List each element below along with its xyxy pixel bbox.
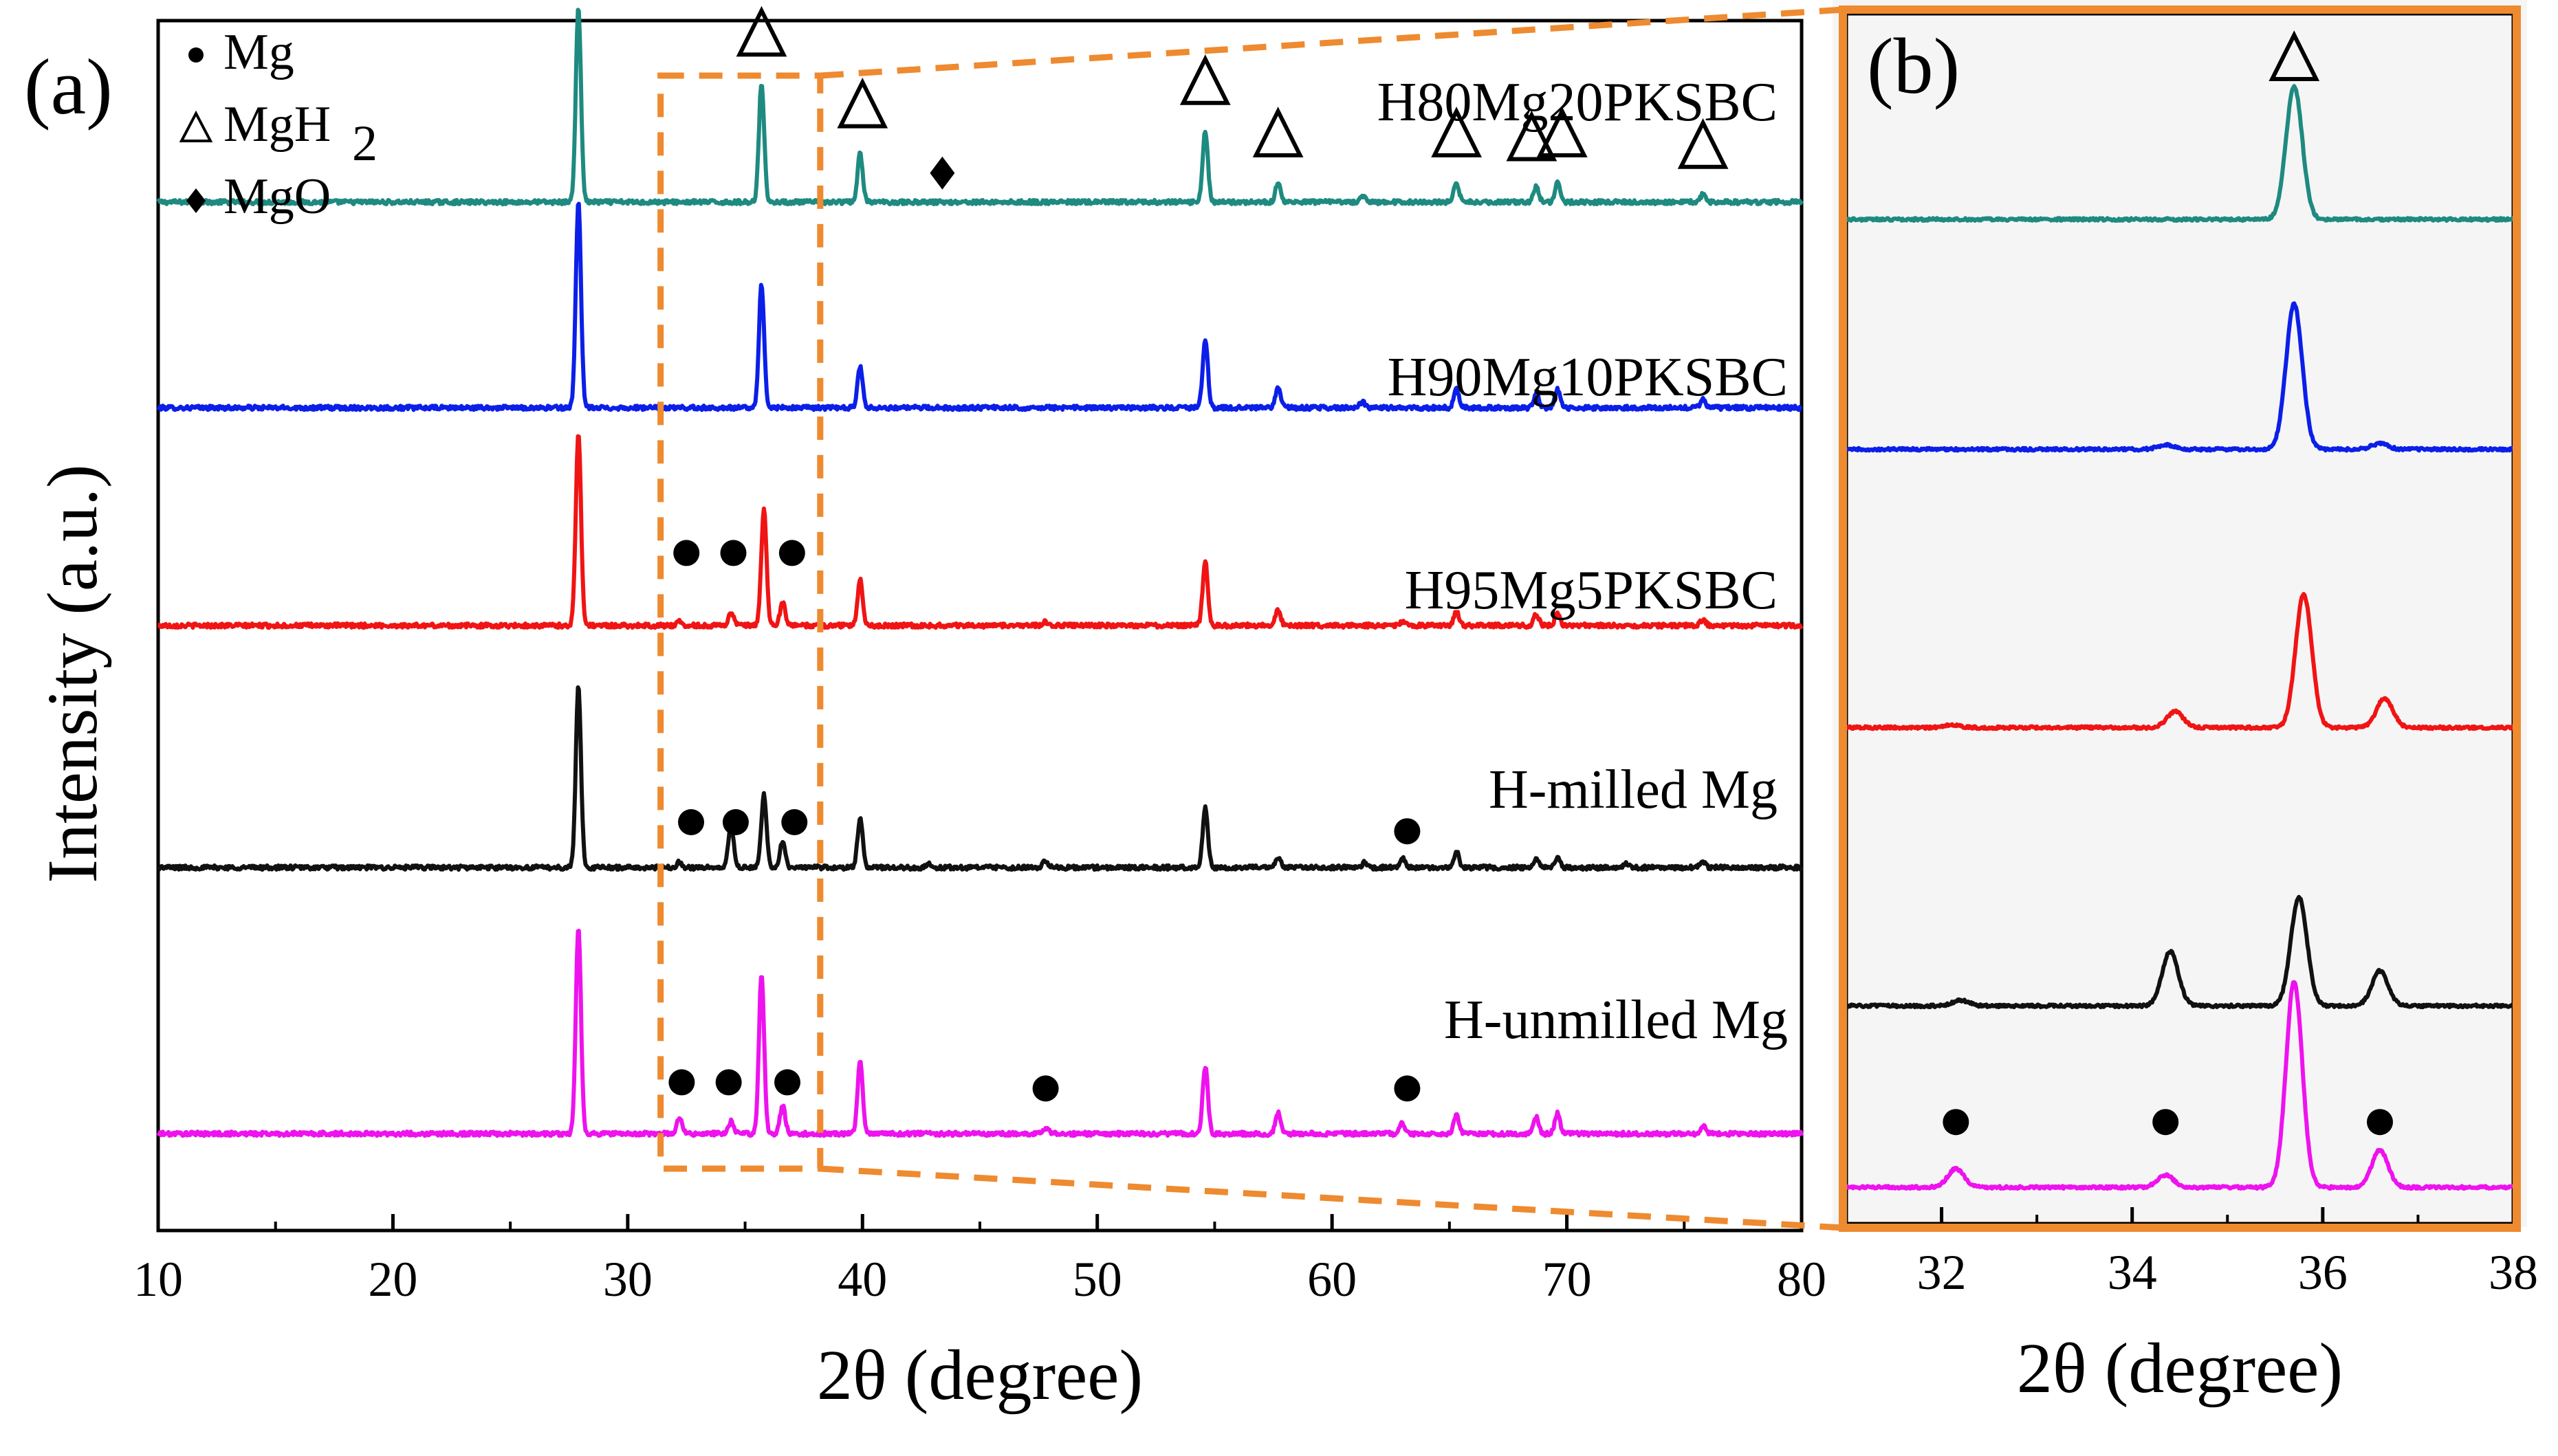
series-label-h80mg20pksbc: H80Mg20PKSBC	[1377, 72, 1778, 133]
peak-marker	[1179, 54, 1231, 105]
legend-item-mgo: MgO	[186, 168, 331, 225]
panel-label-a: (a)	[24, 43, 113, 131]
peak-marker	[2269, 30, 2320, 81]
peak-marker	[673, 540, 700, 566]
peak-marker	[715, 1069, 742, 1096]
peak-marker	[722, 809, 749, 835]
series-line-h90mg10pksbc	[156, 201, 1803, 412]
x-axis-title: 2θ (degree)	[817, 1336, 1143, 1415]
x-tick-label: 32	[1917, 1245, 1967, 1300]
series-line-h-milled-mg	[156, 685, 1804, 872]
zoom-connector-top	[820, 6, 1844, 79]
zoom-connector-lines	[820, 6, 1844, 1231]
peak-marker	[1536, 107, 1588, 157]
peak-marker	[720, 540, 747, 566]
legend-item-mg: Mg	[188, 24, 294, 80]
panel-label-b: (b)	[1867, 23, 1960, 111]
panel-b-background	[1833, 0, 2527, 1227]
x-tick-label: 20	[368, 1252, 417, 1307]
peak-marker	[837, 77, 888, 129]
zoom-series-line-h95mg5pksbc	[1845, 592, 2515, 731]
peak-marker	[1032, 1075, 1059, 1102]
peak-marker	[1677, 118, 1729, 169]
panel-a-chart: 10 20 30 40 50 60 70 80 2θ (degree) Intensity (a.…	[24, 5, 1826, 1415]
peak-marker	[930, 156, 955, 190]
legend-symbol	[179, 110, 213, 142]
peak-marker	[678, 809, 705, 835]
zoom-highlight-box	[657, 72, 824, 1172]
legend-symbol	[188, 47, 204, 63]
x-tick-label: 10	[133, 1252, 183, 1307]
peak-marker	[2367, 1109, 2393, 1136]
series-label-h90mg10pksbc: H90Mg10PKSBC	[1388, 347, 1788, 408]
y-axis-title: Intensity (a.u.)	[33, 464, 112, 883]
peak-marker	[736, 5, 787, 57]
panel-b-frame	[1839, 5, 2521, 1232]
x-tick-label: 70	[1542, 1252, 1592, 1307]
x-tick-label: 30	[603, 1252, 653, 1307]
peak-marker	[668, 1069, 695, 1096]
series-label-h95mg5pksbc: H95Mg5PKSBC	[1405, 560, 1778, 621]
series-line-h-unmilled-mg	[156, 929, 1804, 1138]
peak-marker	[1252, 107, 1304, 157]
zoom-series-line-h-unmilled-mg	[1844, 980, 2515, 1191]
x-tick-label: 34	[2108, 1245, 2157, 1300]
legend-subscript: 2	[352, 115, 378, 172]
panel-b-chart: 32 34 36 38 2θ (degree) (b)	[1833, 0, 2538, 1408]
x-tick-label: 38	[2489, 1245, 2538, 1300]
peak-marker	[781, 809, 808, 835]
x-tick-label: 80	[1777, 1252, 1826, 1307]
legend-item-mgh: MgH 2	[179, 96, 378, 172]
peak-marker	[778, 540, 805, 566]
series-label-h-milled-mg: H-milled Mg	[1489, 760, 1778, 820]
x-tick-label: 40	[838, 1252, 887, 1307]
legend-label: MgH	[223, 96, 331, 153]
peak-marker	[1394, 1075, 1421, 1102]
x-tick-label: 50	[1073, 1252, 1122, 1307]
peak-marker	[1943, 1109, 1969, 1136]
series-label-h-unmilled-mg: H-unmilled Mg	[1444, 990, 1788, 1050]
x-tick-label: 60	[1307, 1252, 1357, 1307]
legend-label: Mg	[223, 24, 294, 80]
legend-label: MgO	[223, 168, 331, 225]
zoom-series-line-h90mg10pksbc	[1844, 301, 2515, 453]
zoom-connector-bottom	[820, 1165, 1844, 1231]
peak-marker	[2152, 1109, 2179, 1136]
peak-marker	[1506, 110, 1557, 162]
legend-symbol	[186, 188, 206, 213]
series-line-h95mg5pksbc	[157, 434, 1804, 630]
series-line-h80mg20pksbc	[156, 8, 1804, 207]
x-tick-label: 36	[2298, 1245, 2348, 1300]
x-axis-title: 2θ (degree)	[2017, 1329, 2343, 1408]
zoom-series-line-h-milled-mg	[1845, 894, 2515, 1010]
peak-marker	[1431, 107, 1482, 157]
zoom-series-line-h80mg20pksbc	[1844, 84, 2515, 223]
peak-marker	[774, 1069, 801, 1096]
peak-marker	[1394, 818, 1421, 845]
